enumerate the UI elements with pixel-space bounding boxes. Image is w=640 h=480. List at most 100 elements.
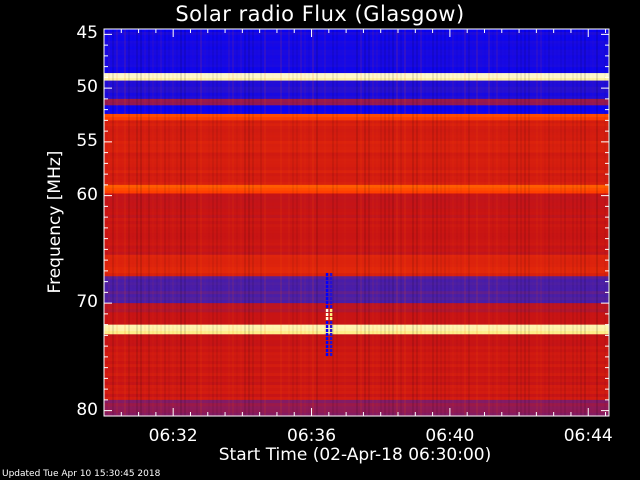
burst-segment — [325, 317, 329, 321]
spectro-band — [104, 393, 609, 398]
spectro-band — [104, 170, 609, 174]
texture-streak — [368, 29, 370, 416]
spectro-band — [104, 40, 609, 45]
texture-streak — [512, 29, 514, 416]
spectro-band — [104, 105, 609, 109]
texture-streak — [228, 29, 230, 416]
texture-streak — [384, 29, 386, 416]
spectro-band — [104, 409, 609, 414]
spectro-band — [104, 294, 609, 298]
spectro-band — [104, 412, 609, 417]
spectro-band — [104, 98, 609, 103]
texture-streak — [284, 29, 286, 416]
spectro-band — [104, 367, 609, 371]
burst-segment — [325, 277, 329, 281]
burst-segment — [329, 289, 333, 293]
texture-streak — [204, 29, 206, 416]
texture-streak — [596, 29, 598, 416]
spectro-band — [104, 205, 609, 210]
spectro-band — [104, 349, 609, 353]
texture-streak — [380, 29, 382, 416]
spectro-band — [104, 381, 609, 386]
spectro-band — [104, 181, 609, 186]
spectro-band — [104, 376, 609, 380]
texture-streak — [456, 29, 458, 416]
plot-area — [104, 29, 610, 417]
spectro-band — [104, 217, 609, 222]
spectro-band — [104, 43, 609, 48]
texture-streak — [548, 29, 550, 416]
texture-streak — [344, 29, 346, 416]
spectro-band — [104, 390, 609, 395]
burst-segment — [325, 353, 329, 357]
texture-streak — [280, 29, 282, 416]
burst-segment — [325, 305, 329, 309]
burst-segment — [325, 349, 329, 353]
spectro-band — [104, 49, 609, 54]
spectro-band — [104, 288, 609, 292]
texture-streak — [364, 29, 366, 416]
spectro-band — [104, 176, 609, 180]
texture-streak — [584, 29, 586, 416]
burst-segment — [325, 341, 329, 345]
texture-streak — [592, 29, 594, 416]
spectro-band — [104, 58, 609, 62]
spectro-band — [104, 221, 609, 225]
spectro-band — [104, 167, 609, 171]
spectro-band — [104, 184, 609, 189]
updated-timestamp: Updated Tue Apr 10 15:30:45 2018 — [2, 469, 161, 479]
spectro-band — [104, 140, 609, 145]
burst-segment — [325, 325, 329, 329]
texture-streak — [504, 29, 506, 416]
texture-streak — [168, 29, 170, 416]
spectro-band — [104, 303, 609, 307]
texture-streak — [140, 29, 142, 416]
spectro-band — [104, 161, 609, 165]
spectro-band — [104, 37, 609, 42]
burst-segment — [325, 289, 329, 293]
spectro-band — [104, 187, 609, 192]
burst-segment — [329, 281, 333, 285]
burst-segment — [329, 313, 333, 317]
spectro-band — [104, 355, 609, 359]
burst-segment — [325, 309, 329, 313]
texture-streak — [496, 29, 498, 416]
spectro-band — [104, 387, 609, 392]
spectro-band — [104, 321, 609, 326]
spectro-band — [104, 46, 609, 51]
texture-streak — [404, 29, 406, 416]
texture-streak — [536, 29, 538, 416]
spectro-band — [104, 126, 609, 130]
burst-segment — [329, 333, 333, 337]
texture-streak — [560, 29, 562, 416]
texture-streak — [248, 29, 250, 416]
burst-segment — [329, 293, 333, 297]
spectro-band — [104, 379, 609, 383]
texture-streak — [316, 29, 318, 416]
spectro-band — [104, 340, 609, 344]
spectro-band — [104, 202, 609, 207]
spectro-band — [104, 318, 609, 323]
burst-segment — [329, 341, 333, 345]
spectro-band — [104, 346, 609, 350]
spectro-band — [104, 403, 609, 407]
burst-segment — [329, 297, 333, 301]
texture-streak — [112, 29, 114, 416]
burst-segment — [329, 277, 333, 281]
spectro-band — [104, 129, 609, 133]
burst-segment — [329, 349, 333, 353]
texture-streak — [116, 29, 118, 416]
spectro-band — [104, 92, 609, 97]
texture-streak — [400, 29, 402, 416]
texture-streak — [352, 29, 354, 416]
texture-streak — [200, 29, 202, 416]
texture-streak — [488, 29, 490, 416]
texture-streak — [176, 29, 178, 416]
spectro-band — [104, 31, 609, 36]
burst-segment — [329, 353, 333, 357]
texture-streak — [556, 29, 558, 416]
spectro-band — [104, 373, 609, 377]
spectro-band — [104, 117, 609, 121]
x-axis-label: Start Time (02-Apr-18 06:30:00) — [218, 445, 492, 465]
texture-streak — [412, 29, 414, 416]
